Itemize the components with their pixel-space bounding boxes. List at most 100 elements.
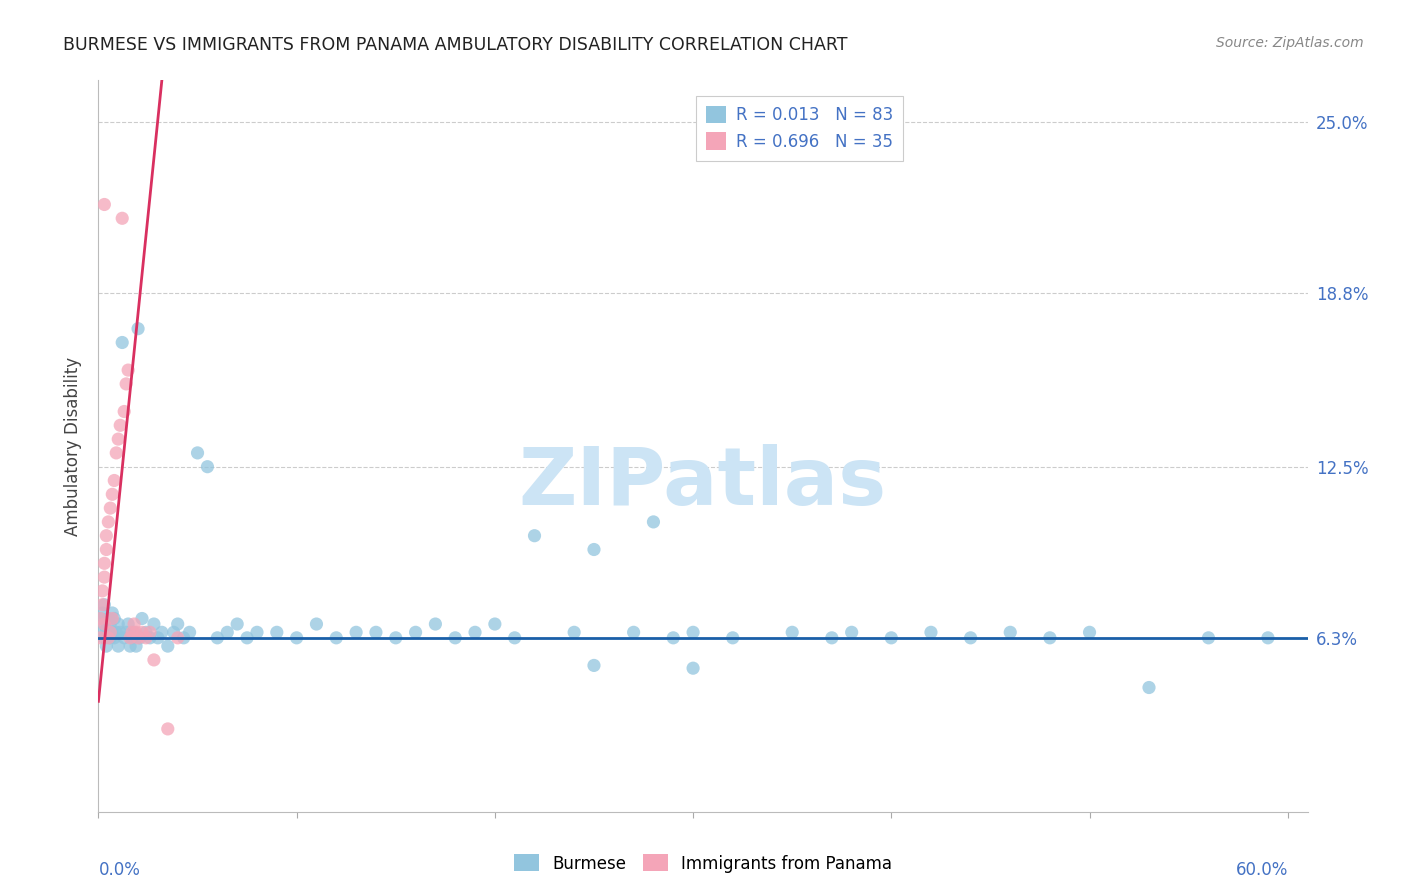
Point — [841, 625, 863, 640]
Point — [107, 639, 129, 653]
Point — [120, 639, 142, 653]
Point — [163, 625, 186, 640]
Point — [146, 631, 169, 645]
Point — [285, 631, 308, 645]
Point — [503, 631, 526, 645]
Point — [266, 625, 288, 640]
Point — [444, 631, 467, 645]
Point — [959, 631, 981, 645]
Point — [880, 631, 903, 645]
Point — [97, 625, 120, 640]
Point — [93, 557, 115, 571]
Legend: R = 0.013   N = 83, R = 0.696   N = 35: R = 0.013 N = 83, R = 0.696 N = 35 — [696, 96, 904, 161]
Point — [179, 625, 201, 640]
Text: Source: ZipAtlas.com: Source: ZipAtlas.com — [1216, 36, 1364, 50]
Point — [384, 631, 406, 645]
Point — [103, 474, 125, 488]
Point — [821, 631, 844, 645]
Point — [464, 625, 486, 640]
Point — [127, 321, 149, 335]
Point — [93, 631, 115, 645]
Point — [93, 617, 115, 632]
Point — [96, 529, 118, 543]
Point — [105, 625, 128, 640]
Point — [721, 631, 744, 645]
Point — [129, 631, 152, 645]
Point — [582, 542, 605, 557]
Point — [103, 631, 125, 645]
Point — [142, 617, 165, 632]
Point — [142, 653, 165, 667]
Point — [98, 631, 121, 645]
Point — [1078, 625, 1101, 640]
Point — [97, 611, 120, 625]
Point — [96, 639, 118, 653]
Point — [127, 631, 149, 645]
Point — [112, 404, 135, 418]
Point — [217, 625, 239, 640]
Y-axis label: Ambulatory Disability: Ambulatory Disability — [65, 357, 83, 535]
Point — [166, 617, 188, 632]
Point — [1198, 631, 1220, 645]
Point — [484, 617, 506, 632]
Point — [101, 606, 124, 620]
Point — [405, 625, 427, 640]
Point — [96, 542, 118, 557]
Point — [96, 623, 118, 637]
Point — [115, 376, 138, 391]
Point — [682, 661, 704, 675]
Point — [523, 529, 546, 543]
Point — [582, 658, 605, 673]
Point — [150, 625, 173, 640]
Point — [226, 617, 249, 632]
Point — [98, 501, 121, 516]
Point — [156, 722, 179, 736]
Point — [110, 418, 132, 433]
Point — [131, 625, 153, 640]
Point — [344, 625, 367, 640]
Point — [91, 583, 114, 598]
Point — [101, 487, 124, 501]
Point — [135, 625, 157, 640]
Point — [110, 625, 132, 640]
Point — [93, 617, 115, 632]
Point — [93, 570, 115, 584]
Point — [91, 625, 114, 640]
Point — [93, 598, 115, 612]
Point — [89, 611, 111, 625]
Point — [117, 363, 139, 377]
Point — [139, 631, 162, 645]
Point — [103, 611, 125, 625]
Point — [125, 625, 148, 640]
Point — [139, 625, 162, 640]
Point — [111, 211, 134, 226]
Point — [112, 631, 135, 645]
Point — [97, 515, 120, 529]
Point — [101, 625, 124, 640]
Point — [1137, 681, 1160, 695]
Legend: Burmese, Immigrants from Panama: Burmese, Immigrants from Panama — [508, 847, 898, 880]
Point — [562, 625, 585, 640]
Point — [122, 617, 145, 632]
Text: 0.0%: 0.0% — [98, 862, 141, 880]
Point — [920, 625, 942, 640]
Point — [186, 446, 208, 460]
Point — [173, 631, 195, 645]
Point — [1257, 631, 1279, 645]
Point — [207, 631, 229, 645]
Point — [122, 625, 145, 640]
Point — [305, 617, 328, 632]
Point — [115, 625, 138, 640]
Point — [107, 432, 129, 446]
Text: ZIPatlas: ZIPatlas — [519, 443, 887, 522]
Text: 60.0%: 60.0% — [1236, 862, 1288, 880]
Point — [98, 617, 121, 632]
Point — [643, 515, 665, 529]
Point — [121, 625, 143, 640]
Text: BURMESE VS IMMIGRANTS FROM PANAMA AMBULATORY DISABILITY CORRELATION CHART: BURMESE VS IMMIGRANTS FROM PANAMA AMBULA… — [63, 36, 848, 54]
Point — [135, 631, 157, 645]
Point — [246, 625, 269, 640]
Point — [425, 617, 447, 632]
Point — [105, 446, 128, 460]
Point — [107, 617, 129, 632]
